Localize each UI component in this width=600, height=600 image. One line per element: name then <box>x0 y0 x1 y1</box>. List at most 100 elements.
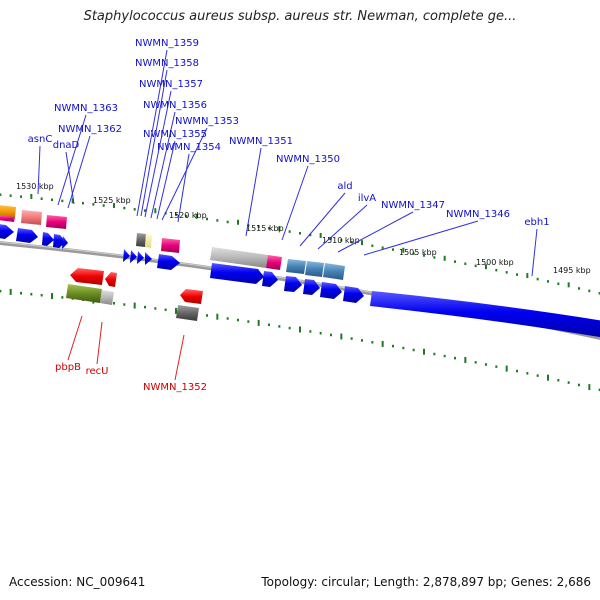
scale-tick <box>526 273 529 279</box>
gene-label-dnad[interactable]: dnaD <box>53 140 80 151</box>
cds-arrow[interactable] <box>130 250 137 263</box>
gene-label-recu[interactable]: recU <box>86 366 109 377</box>
scale-tick <box>61 296 64 299</box>
scale-tick <box>371 244 374 248</box>
cds-arrow[interactable] <box>320 282 342 299</box>
reverse-feature-track <box>66 268 203 321</box>
cds-arrow[interactable] <box>284 276 302 292</box>
scale-label-1500: 1500 kbp <box>476 258 514 267</box>
gene-label-nwmn_1355[interactable]: NWMN_1355 <box>143 129 207 140</box>
gene-label-nwmn_1363[interactable]: NWMN_1363 <box>54 103 118 114</box>
cds-arrow[interactable] <box>210 263 264 284</box>
cds-arrow[interactable] <box>343 286 364 303</box>
gene-label-nwmn_1354[interactable]: NWMN_1354 <box>157 142 221 153</box>
cds-arrow-reverse[interactable] <box>70 268 104 285</box>
scale-tick <box>402 247 405 253</box>
cds-arrow[interactable] <box>262 271 278 287</box>
scale-tick <box>516 369 518 373</box>
gene-label-nwmn_1357[interactable]: NWMN_1357 <box>139 79 203 90</box>
scale-tick <box>536 374 539 377</box>
feature-magenta[interactable] <box>46 215 67 229</box>
gene-label-ilva[interactable]: ilvA <box>358 193 376 204</box>
gene-label-ebh1[interactable]: ebh1 <box>524 217 549 228</box>
scale-tick <box>92 203 95 206</box>
inner-scale-track <box>0 288 600 392</box>
feature-pink[interactable] <box>21 210 42 225</box>
feature-olive[interactable] <box>66 284 102 303</box>
feature-yellow[interactable] <box>145 234 152 248</box>
scale-tick <box>392 248 394 251</box>
gene-label-nwmn_1350[interactable]: NWMN_1350 <box>276 154 340 165</box>
scale-tick <box>133 208 136 211</box>
cds-arrow[interactable] <box>137 251 144 264</box>
gene-label-nwmn_1353[interactable]: NWMN_1353 <box>175 116 239 127</box>
scale-tick <box>412 348 415 352</box>
accession-text: Accession: NC_009641 <box>9 575 146 589</box>
scale-tick <box>381 246 384 249</box>
scale-tick <box>257 319 260 326</box>
leader-line <box>317 204 368 250</box>
feature-grey-dark[interactable] <box>136 233 146 247</box>
scale-tick <box>309 233 312 237</box>
scale-tick <box>299 326 301 333</box>
cds-ebh1[interactable] <box>370 291 600 338</box>
scale-tick <box>226 220 229 224</box>
cds-arrow[interactable] <box>303 279 320 295</box>
gene-label-nwmn_1346[interactable]: NWMN_1346 <box>446 209 510 220</box>
cds-arrow[interactable] <box>62 236 68 249</box>
scale-tick <box>588 289 591 293</box>
feature-steelblue[interactable] <box>305 261 324 277</box>
gene-label-nwmn_1347[interactable]: NWMN_1347 <box>381 200 445 211</box>
scale-tick <box>30 292 33 296</box>
gene-labels: NWMN_1359 NWMN_1358 NWMN_1357 NWMN_1363 NWMN… <box>28 38 550 393</box>
scale-tick <box>505 271 508 274</box>
gene-label-nwmn_1352[interactable]: NWMN_1352 <box>143 382 207 393</box>
gene-label-ald[interactable]: ald <box>337 181 352 192</box>
gene-label-nwmn_1358[interactable]: NWMN_1358 <box>135 58 199 69</box>
cds-arrow[interactable] <box>157 254 180 270</box>
scale-tick <box>598 388 600 392</box>
cds-arrow[interactable] <box>42 232 54 246</box>
feature-steelblue[interactable] <box>323 263 345 280</box>
scale-tick <box>257 225 260 228</box>
cds-arrow[interactable] <box>0 224 14 239</box>
map-title: Staphylococcus aureus subsp. aureus str.… <box>83 9 517 24</box>
feature-magenta[interactable] <box>266 255 282 270</box>
feature-magenta[interactable] <box>161 238 180 253</box>
scale-tick <box>361 240 363 246</box>
leader-line <box>140 69 168 217</box>
scale-labels: 1530 kbp 1525 kbp 1520 kbp 1515 kbp 1510… <box>16 182 591 275</box>
gene-label-nwmn_1362[interactable]: NWMN_1362 <box>58 124 122 135</box>
gene-label-nwmn_1359[interactable]: NWMN_1359 <box>135 38 199 49</box>
gene-label-pbpb[interactable]: pbpB <box>55 362 81 373</box>
feature-magenta[interactable] <box>0 215 15 222</box>
feature-grey[interactable] <box>210 247 268 268</box>
feature-grey-dark[interactable] <box>176 305 199 321</box>
cds-arrow[interactable] <box>123 249 130 262</box>
leader-line <box>299 192 346 247</box>
cds-arrow-reverse[interactable] <box>105 272 117 287</box>
scale-tick <box>278 226 281 232</box>
scale-tick <box>474 264 477 268</box>
gene-label-nwmn_1356[interactable]: NWMN_1356 <box>143 100 207 111</box>
leader-line <box>363 220 479 256</box>
scale-tick <box>557 282 560 285</box>
gene-label-asnc[interactable]: asnC <box>28 134 53 145</box>
scale-tick <box>547 280 549 283</box>
feature-steelblue[interactable] <box>286 259 306 274</box>
cds-arrow[interactable] <box>16 228 38 243</box>
feature-orange[interactable] <box>0 205 16 218</box>
scale-tick <box>40 293 43 297</box>
scale-tick <box>40 197 43 200</box>
leader-line <box>531 228 538 277</box>
cds-arrow[interactable] <box>145 252 152 265</box>
outer-scale-track <box>0 193 600 295</box>
scale-tick <box>133 302 136 309</box>
feature-grey[interactable] <box>100 290 114 305</box>
scale-tick <box>113 203 115 209</box>
scale-tick <box>51 293 53 300</box>
cds-arrow-reverse[interactable] <box>180 289 203 304</box>
gene-label-nwmn_1351[interactable]: NWMN_1351 <box>229 136 293 147</box>
scale-tick <box>206 314 208 317</box>
